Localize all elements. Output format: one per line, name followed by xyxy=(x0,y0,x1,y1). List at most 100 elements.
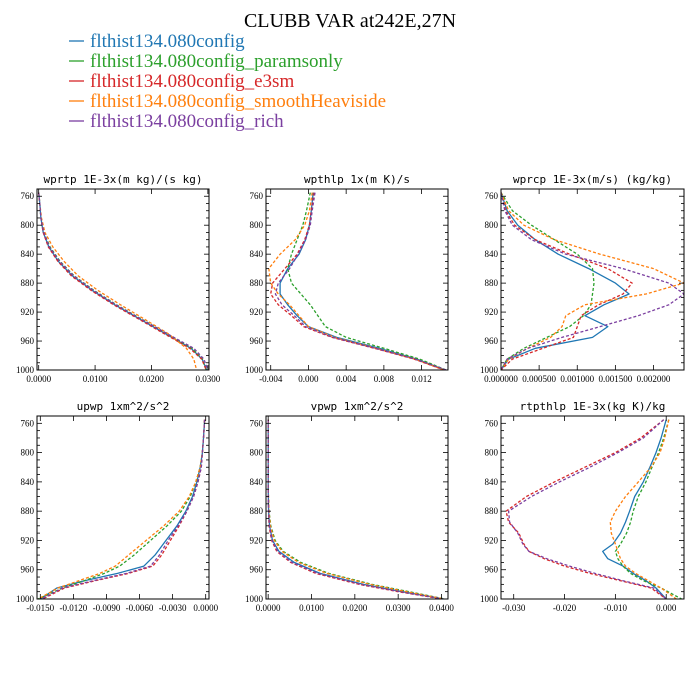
chart-panel: wpthlp 1x(m K)/s 760 800 840 880 920 960 1000-0… xyxy=(245,173,449,384)
series-line xyxy=(507,419,667,599)
x-tick-label: -0.004 xyxy=(259,374,283,384)
y-tick-label: 920 xyxy=(21,307,35,317)
y-tick-label: 760 xyxy=(21,418,35,428)
series-line xyxy=(267,419,444,599)
y-tick-label: 1000 xyxy=(480,365,499,375)
x-tick-label: 0.000500 xyxy=(522,374,556,384)
series-line xyxy=(267,419,445,599)
plot-frame xyxy=(265,415,449,600)
series-line xyxy=(267,419,443,599)
y-tick-label: 800 xyxy=(21,448,35,458)
x-tick-label: 0.0200 xyxy=(342,603,367,613)
x-tick-label: -0.0030 xyxy=(159,603,187,613)
panel-title: vpwp 1xm^2/s^2 xyxy=(311,400,404,413)
y-tick-label: 960 xyxy=(21,565,35,575)
series-line xyxy=(38,192,207,370)
x-tick-label: 0.0200 xyxy=(139,374,164,384)
series-line xyxy=(274,192,447,370)
x-tick-label: 0.012 xyxy=(411,374,431,384)
panel-title: wprcp 1E-3x(m/s) (kg/kg) xyxy=(513,173,672,186)
legend-entry: flthist134.080config_paramsonly xyxy=(90,51,343,72)
y-tick-label: 920 xyxy=(485,535,499,545)
y-tick-label: 960 xyxy=(21,336,35,346)
panel-grid: wprtp 1E-3x(m kg)/(s kg) 760 800 840 880 920 9… xyxy=(16,173,685,613)
y-tick-label: 1000 xyxy=(16,594,35,604)
series-line xyxy=(501,192,684,370)
x-tick-label: -0.0060 xyxy=(126,603,154,613)
chart-panel: wprcp 1E-3x(m/s) (kg/kg) 760 800 840 880 920 9… xyxy=(480,173,685,384)
series-line xyxy=(501,192,684,370)
figure-title: CLUBB VAR at242E,27N xyxy=(244,10,456,32)
x-tick-label: -0.0150 xyxy=(26,603,54,613)
y-tick-label: 1000 xyxy=(480,594,499,604)
series-line xyxy=(41,419,206,599)
x-tick-label: 0.0400 xyxy=(429,603,454,613)
y-tick-label: 960 xyxy=(485,565,499,575)
legend-entry: flthist134.080config_smoothHeaviside xyxy=(90,91,386,112)
y-tick-label: 880 xyxy=(485,506,499,516)
series-line xyxy=(267,419,444,599)
y-tick-label: 880 xyxy=(485,278,499,288)
plot-frame xyxy=(36,188,210,371)
y-tick-label: 840 xyxy=(485,477,499,487)
x-tick-label: 0.001500 xyxy=(599,374,633,384)
y-tick-label: 1000 xyxy=(245,365,264,375)
y-tick-label: 760 xyxy=(21,191,35,201)
y-tick-label: 880 xyxy=(21,506,35,516)
series-line xyxy=(501,192,633,370)
y-tick-label: 1000 xyxy=(16,365,35,375)
y-tick-label: 920 xyxy=(485,307,499,317)
series-line xyxy=(501,192,630,370)
y-tick-label: 800 xyxy=(250,220,264,230)
legend: flthist134.080configflthist134.080config… xyxy=(69,31,386,132)
y-tick-label: 840 xyxy=(250,249,264,259)
series-line xyxy=(505,419,667,599)
chart-panel: wprtp 1E-3x(m kg)/(s kg) 760 800 840 880 920 9… xyxy=(16,173,221,384)
y-tick-label: 880 xyxy=(250,278,264,288)
x-tick-label: 0.001000 xyxy=(560,374,594,384)
plot-frame xyxy=(500,415,685,600)
y-tick-label: 920 xyxy=(21,535,35,545)
plot-frame xyxy=(36,415,210,600)
x-tick-label: 0.0100 xyxy=(83,374,108,384)
y-tick-label: 800 xyxy=(250,448,264,458)
y-tick-label: 880 xyxy=(21,278,35,288)
x-tick-label: -0.0120 xyxy=(60,603,88,613)
series-line xyxy=(609,419,677,599)
y-tick-label: 800 xyxy=(485,220,499,230)
legend-entry: flthist134.080config_e3sm xyxy=(90,71,294,92)
x-tick-label: 0.000000 xyxy=(484,374,518,384)
panel-title: wpthlp 1x(m K)/s xyxy=(304,173,410,186)
chart-panel: upwp 1xm^2/s^27608008408809209601000-0.0… xyxy=(16,400,219,613)
y-tick-label: 960 xyxy=(250,565,264,575)
y-tick-label: 800 xyxy=(21,220,35,230)
chart-panel: rtpthlp 1E-3x(kg K)/kg 760 800 840 880 920 960… xyxy=(480,400,685,613)
series-line xyxy=(501,192,595,370)
x-tick-label: -0.030 xyxy=(502,603,526,613)
panel-title: upwp 1xm^2/s^2 xyxy=(77,400,170,413)
series-line xyxy=(602,419,667,599)
y-tick-label: 960 xyxy=(250,336,264,346)
y-tick-label: 920 xyxy=(250,307,264,317)
series-line xyxy=(267,419,446,599)
x-tick-label: 0.002000 xyxy=(637,374,671,384)
chart-panel: vpwp 1xm^2/s^2 760 800 840 880 920 960 10000.00… xyxy=(245,400,454,613)
panel-title: wprtp 1E-3x(m kg)/(s kg) xyxy=(44,173,203,186)
x-tick-label: 0.0000 xyxy=(193,603,218,613)
plot-frame xyxy=(500,188,685,371)
y-tick-label: 760 xyxy=(250,191,264,201)
legend-entry: flthist134.080config xyxy=(90,31,245,52)
x-tick-label: 0.0300 xyxy=(195,374,220,384)
y-tick-label: 800 xyxy=(485,448,499,458)
x-tick-label: 0.000 xyxy=(656,603,677,613)
y-tick-label: 840 xyxy=(21,249,35,259)
y-tick-label: 880 xyxy=(250,506,264,516)
series-line xyxy=(39,419,206,599)
x-tick-label: 0.0300 xyxy=(386,603,411,613)
y-tick-label: 840 xyxy=(250,477,264,487)
series-line xyxy=(38,192,198,370)
y-tick-label: 840 xyxy=(485,249,499,259)
y-tick-label: 920 xyxy=(250,535,264,545)
x-tick-label: 0.0000 xyxy=(256,603,281,613)
